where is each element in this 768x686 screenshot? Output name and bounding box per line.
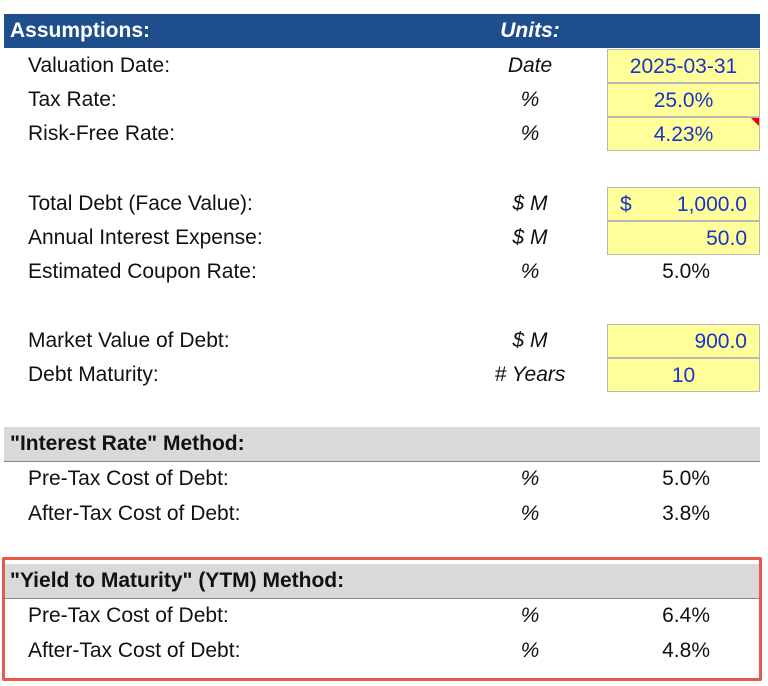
row-label: Tax Rate: <box>28 88 117 111</box>
row-label: Pre-Tax Cost of Debt: <box>28 604 229 627</box>
comment-marker <box>751 118 759 126</box>
row-unit: % <box>520 604 540 627</box>
row-label: Market Value of Debt: <box>28 329 230 352</box>
row-value: $1,000.0 <box>607 187 760 221</box>
row-label: Total Debt (Face Value): <box>28 192 253 215</box>
currency-symbol: $ <box>620 193 632 216</box>
row-label: After-Tax Cost of Debt: <box>28 502 241 525</box>
row-value: 900.0 <box>607 324 760 358</box>
section-title: "Interest Rate" Method: <box>10 432 245 455</box>
section-bar <box>4 564 760 599</box>
row-value: 5.0% <box>662 260 710 283</box>
section-title: "Yield to Maturity" (YTM) Method: <box>10 569 345 592</box>
row-value: 10 <box>607 358 760 392</box>
row-unit: Date <box>507 54 553 77</box>
row-unit: $ M <box>512 192 548 215</box>
row-label: Estimated Coupon Rate: <box>28 260 257 283</box>
row-label: Risk-Free Rate: <box>28 122 176 145</box>
row-label: Debt Maturity: <box>28 363 159 386</box>
row-value: 50.0 <box>607 221 760 255</box>
header-title: Assumptions: <box>10 19 151 42</box>
row-unit: % <box>520 502 540 525</box>
row-label: Annual Interest Expense: <box>28 226 263 249</box>
row-value: 25.0% <box>607 83 760 117</box>
row-value: 5.0% <box>662 467 710 490</box>
row-unit: % <box>520 639 540 662</box>
row-unit: $ M <box>512 329 548 352</box>
row-label: After-Tax Cost of Debt: <box>28 639 241 662</box>
row-value: 4.23% <box>607 117 760 151</box>
row-label: Pre-Tax Cost of Debt: <box>28 467 229 490</box>
row-unit: $ M <box>512 226 548 249</box>
row-unit: % <box>520 467 540 490</box>
row-value: 2025-03-31 <box>607 49 760 83</box>
highlight-box <box>2 557 762 681</box>
row-unit: % <box>520 260 540 283</box>
row-value: 4.8% <box>662 639 710 662</box>
header-units: Units: <box>500 19 560 42</box>
row-value: 3.8% <box>662 502 710 525</box>
row-label: Valuation Date: <box>28 54 171 77</box>
row-value: 6.4% <box>662 604 710 627</box>
row-unit: # Years <box>494 363 566 386</box>
section-bar <box>4 427 760 462</box>
row-unit: % <box>520 88 540 111</box>
header-bar <box>4 14 760 48</box>
row-unit: % <box>520 122 540 145</box>
